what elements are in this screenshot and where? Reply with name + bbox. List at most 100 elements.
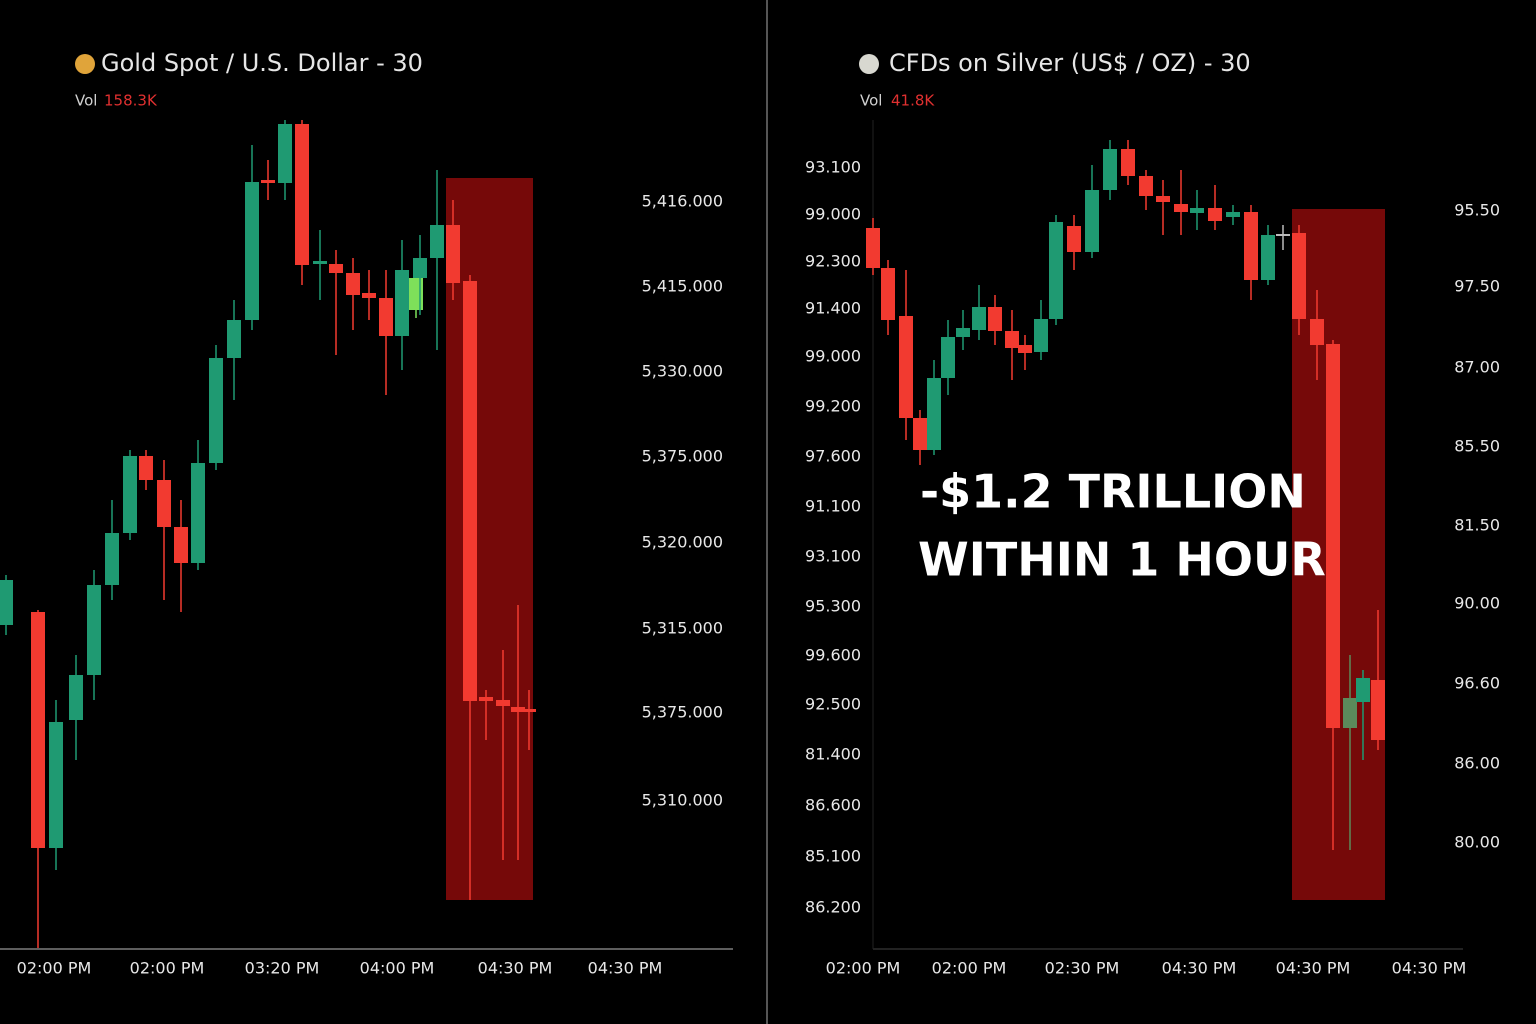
candle-body [295,124,309,265]
candle-body [1005,331,1019,348]
candle-body [927,378,941,450]
y-tick-label: 99.000 [805,347,861,366]
y2-tick-label: 86.00 [1454,754,1500,773]
candle-body [174,527,188,563]
y-tick-label: 92.300 [805,252,861,271]
candle-body [1085,190,1099,252]
x-tick-label: 04:00 PM [360,959,435,978]
candle-body [346,273,360,295]
candle-body [1139,176,1153,196]
x-tick-label: 02:30 PM [1045,959,1120,978]
candle-body [313,261,327,264]
y-tick-label: 5,375.000 [642,447,723,466]
candle-body [463,281,477,701]
candle-body [1067,226,1081,252]
candle-body [1121,149,1135,176]
candle-body [1356,678,1370,702]
candle-body [1018,345,1032,353]
y-tick-label: 5,330.000 [642,362,723,381]
candle-body [123,456,137,533]
candle-body [522,709,536,712]
candle-body [430,225,444,258]
y-tick-label: 91.400 [805,299,861,318]
x-tick-label: 04:30 PM [1392,959,1467,978]
candle-body [881,268,895,320]
candle-body [1244,212,1258,280]
annotation: -$1.2 TRILLION [920,465,1306,519]
candle-body [899,316,913,418]
y2-tick-label: 96.60 [1454,674,1500,693]
candle-body [1276,234,1290,236]
x-tick-label: 03:20 PM [245,959,320,978]
candle-body [139,456,153,480]
chart-title: CFDs on Silver (US$ / OZ) - 30 [889,49,1251,77]
x-tick-label: 04:30 PM [588,959,663,978]
x-tick-label: 02:00 PM [932,959,1007,978]
y-tick-label: 86.600 [805,796,861,815]
candle-body [446,225,460,283]
candle-body [87,585,101,675]
candle-body [261,180,275,183]
candles [0,120,1385,948]
candle-body [245,182,259,320]
candle-body [1226,212,1240,217]
candle-body [511,707,525,712]
y-tick-label: 93.100 [805,547,861,566]
candle-body [395,270,409,336]
x-tick-label: 02:00 PM [17,959,92,978]
y-tick-label: 5,375.000 [642,703,723,722]
y2-tick-label: 80.00 [1454,833,1500,852]
candle-body [956,328,970,337]
candle-body [1103,149,1117,190]
candle-body [1034,319,1048,352]
candle-body [409,278,423,310]
candle-body [49,722,63,848]
y-tick-label: 5,315.000 [642,619,723,638]
candle-body [1190,208,1204,213]
candle-body [1261,235,1275,280]
y2-tick-label: 95.50 [1454,201,1500,220]
y2-tick-label: 81.50 [1454,516,1500,535]
candle-body [972,307,986,330]
y2-tick-label: 90.00 [1454,594,1500,613]
y2-tick-label: 85.50 [1454,437,1500,456]
y-tick-label: 85.100 [805,847,861,866]
y-tick-label: 93.100 [805,158,861,177]
candle-body [1174,204,1188,212]
candle-body [191,463,205,563]
x-tick-label: 04:30 PM [1162,959,1237,978]
candle-body [913,418,927,450]
y-tick-label: 97.600 [805,447,861,466]
candle-body [362,293,376,298]
y-tick-label: 86.200 [805,898,861,917]
y2-tick-label: 97.50 [1454,277,1500,296]
candle-body [379,298,393,336]
candle-body [941,337,955,378]
candle-body [1208,208,1222,221]
candle-body [1292,233,1306,319]
candle-body [988,307,1002,331]
y-tick-label: 92.500 [805,695,861,714]
candle-body [1343,698,1357,728]
y-tick-label: 5,320.000 [642,533,723,552]
candle-body [1371,680,1385,740]
candle-body [105,533,119,585]
y-tick-label: 5,310.000 [642,791,723,810]
candle-body [157,480,171,527]
candle-body [227,320,241,358]
x-tick-label: 04:30 PM [1276,959,1351,978]
candle-body [413,258,427,278]
y-tick-label: 99.600 [805,646,861,665]
candle-body [1049,222,1063,319]
annotation: WITHIN 1 HOUR [918,533,1326,587]
chart-title: Gold Spot / U.S. Dollar - 30 [101,49,423,77]
symbol-icon [75,54,95,74]
symbol-icon [859,54,879,74]
vol-label: Vol [75,92,97,110]
candle-body [479,697,493,701]
candle-body [1156,196,1170,202]
candle-body [0,580,13,625]
y-tick-label: 95.300 [805,597,861,616]
candle-body [329,264,343,273]
